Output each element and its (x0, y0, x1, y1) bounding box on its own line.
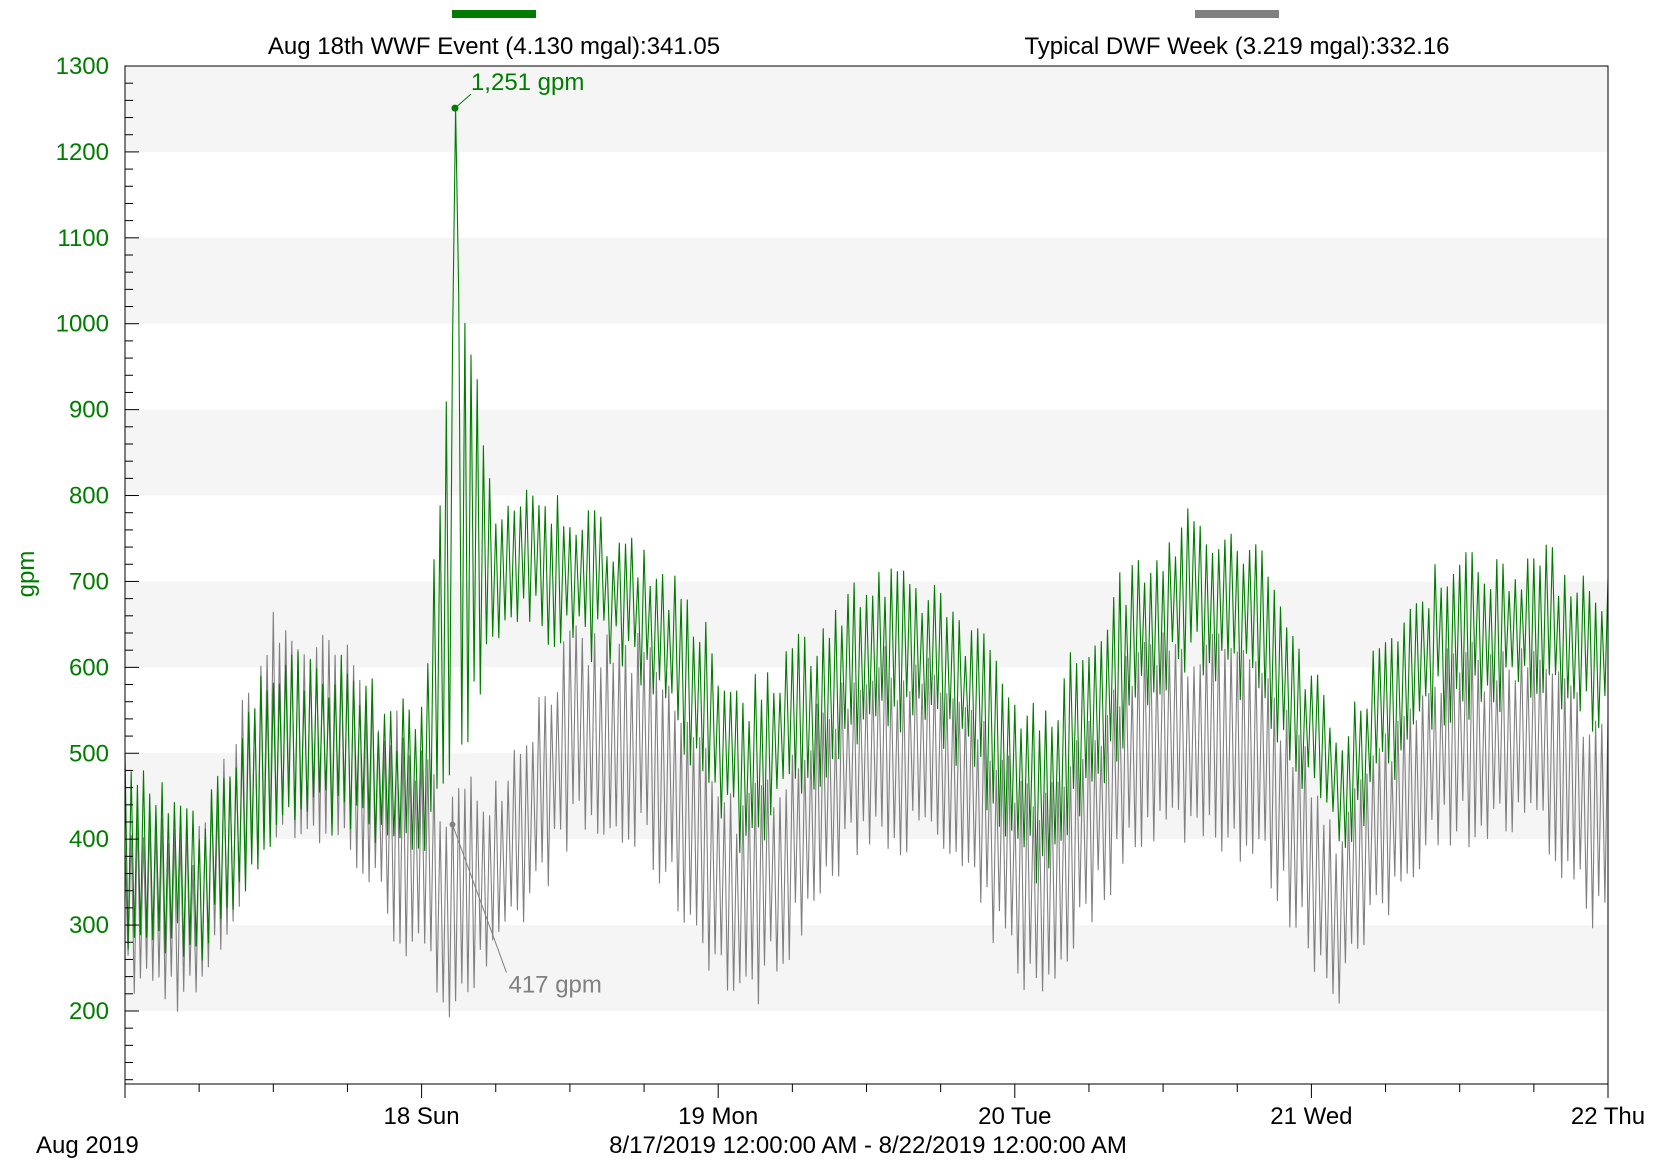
y-tick-label: 1200 (56, 139, 109, 166)
y-tick-label: 300 (69, 912, 109, 939)
y-tick-label: 700 (69, 568, 109, 595)
y-tick-label: 200 (69, 998, 109, 1025)
peak-label: 1,251 gpm (471, 69, 584, 96)
month-label: Aug 2019 (36, 1132, 139, 1159)
y-tick-label: 600 (69, 654, 109, 681)
date-range-label: 8/17/2019 12:00:00 AM - 8/22/2019 12:00:… (609, 1132, 1127, 1159)
y-axis-label: gpm (13, 551, 40, 598)
legend-swatch (452, 10, 536, 18)
marker-leader (452, 824, 507, 973)
y-tick-label: 900 (69, 397, 109, 424)
legend-swatch (1195, 10, 1279, 18)
grid-band (125, 237, 1608, 324)
grid-band (125, 409, 1608, 496)
legend-label: Typical DWF Week (3.219 mgal):332.16 (1024, 33, 1449, 60)
grid-band (125, 66, 1608, 152)
x-axis: 18 Sun 19 Mon 20 Tue 21 Wed 22 Thu (124, 1084, 1645, 1130)
annotations: 1,251 gpm 417 gpm (449, 69, 602, 999)
y-tick-label: 500 (69, 740, 109, 767)
marker-label: 417 gpm (508, 972, 601, 999)
peak-leader (454, 93, 472, 109)
x-tick-label: 22 Thu (1571, 1103, 1645, 1130)
x-tick-label: 18 Sun (384, 1103, 460, 1130)
legend-label: Aug 18th WWF Event (4.130 mgal):341.05 (268, 33, 720, 60)
y-tick-label: 400 (69, 826, 109, 853)
x-tick-label: 19 Mon (678, 1103, 758, 1130)
y-axis: 200 300 400 500 600 700 800 900 1000 1100 1200 1300 (56, 53, 139, 1081)
legend: Aug 18th WWF Event (4.130 mgal):341.05 Ty… (268, 10, 1450, 60)
series-layer (124, 108, 1609, 1018)
y-tick-label: 800 (69, 483, 109, 510)
y-tick-label: 1000 (56, 311, 109, 338)
x-tick-label: 21 Wed (1270, 1103, 1352, 1130)
y-tick-label: 1300 (56, 53, 109, 80)
grid-bands (125, 66, 1608, 1011)
grid-band (125, 925, 1608, 1011)
series-line (124, 108, 1609, 961)
x-tick-label: 20 Tue (978, 1103, 1051, 1130)
y-tick-label: 1100 (57, 225, 109, 252)
